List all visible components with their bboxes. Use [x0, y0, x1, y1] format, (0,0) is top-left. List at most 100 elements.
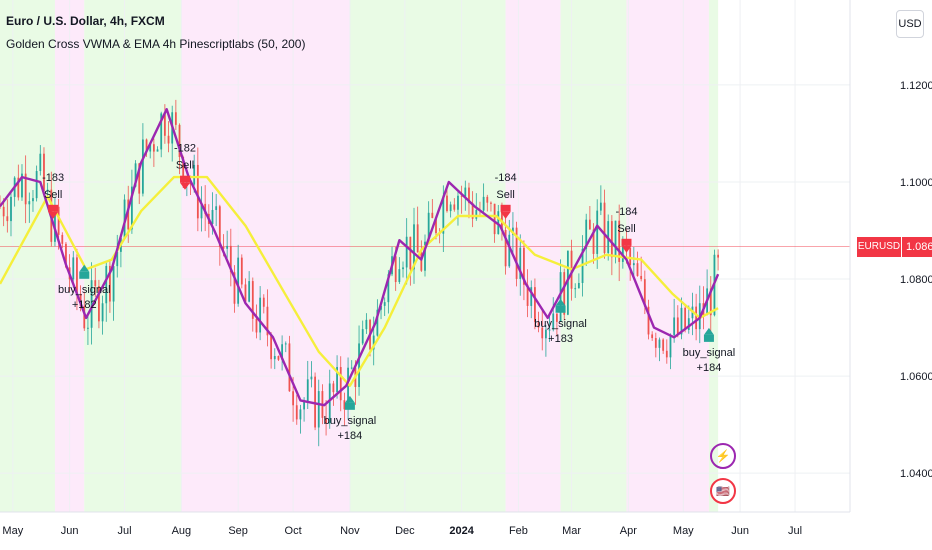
x-tick-label: Sep — [228, 525, 248, 537]
candle-body — [475, 209, 478, 219]
buy-marker-arrow — [344, 395, 355, 403]
candle-body — [200, 203, 203, 219]
buy-amount-label: +183 — [548, 333, 573, 345]
candle-body — [130, 186, 133, 230]
candle-body — [138, 163, 141, 194]
sell-marker-arrow — [180, 182, 191, 190]
candle-body — [28, 201, 31, 205]
candle-body — [167, 135, 170, 144]
candle-body — [325, 417, 327, 424]
flag-icon[interactable]: 🇺🇸 — [710, 478, 737, 504]
series-layer — [0, 107, 720, 407]
x-tick-label: Feb — [509, 525, 528, 537]
candle-body — [387, 274, 390, 303]
candle-body — [618, 220, 621, 262]
candle-body — [35, 171, 38, 199]
candle-body — [196, 164, 199, 219]
candle-body — [229, 245, 232, 273]
sell-amount-label: -182 — [174, 143, 196, 155]
candle-body — [72, 257, 75, 280]
candle-body — [640, 275, 643, 280]
symbol-tag: EURUSD — [857, 236, 901, 257]
sell-marker — [180, 175, 191, 183]
buy-marker — [344, 402, 355, 410]
candle-body — [497, 211, 500, 235]
candle-body — [493, 203, 496, 235]
candle-body — [453, 204, 456, 210]
sell-label: Sell — [44, 189, 62, 201]
candle-body — [54, 206, 56, 242]
candle-body — [215, 206, 218, 210]
price-tag: 1.08670 — [902, 236, 932, 257]
candle-body — [658, 339, 661, 348]
candle-body — [189, 182, 192, 185]
regime-band — [84, 0, 182, 512]
indicator-label[interactable]: Golden Cross VWMA & EMA 4h Pinescriptlab… — [6, 37, 306, 51]
candle-body — [218, 206, 221, 247]
candle-body — [270, 335, 273, 360]
candle-body — [676, 317, 679, 335]
candle-body — [610, 221, 613, 258]
candle-body — [409, 236, 412, 270]
candle-body — [39, 153, 42, 172]
candle-body — [87, 327, 89, 329]
candle-body — [222, 246, 225, 249]
candle-body — [424, 241, 426, 271]
buy-amount-label: +182 — [72, 299, 97, 311]
regime-band — [708, 0, 719, 512]
candle-body — [632, 263, 635, 266]
sell-amount-label: -184 — [615, 206, 637, 218]
candle-body — [508, 234, 511, 267]
candle-body — [288, 343, 291, 392]
currency-button[interactable]: USD — [896, 10, 924, 38]
candle-body — [193, 164, 196, 185]
regime-band — [626, 0, 709, 512]
candle-body — [574, 288, 577, 290]
candle-body — [651, 334, 654, 339]
candle-body — [255, 318, 258, 333]
candle-body — [545, 329, 547, 339]
candle-body — [416, 224, 419, 253]
candle-body — [519, 247, 522, 279]
candle-body — [515, 227, 518, 279]
candle-body — [460, 195, 463, 197]
x-tick-label: May — [2, 525, 23, 537]
candle-body — [398, 269, 401, 283]
candle-body — [259, 297, 262, 333]
candle-body — [669, 334, 672, 358]
candle-body — [592, 229, 595, 254]
x-tick-label: Nov — [340, 525, 360, 537]
candle-body — [266, 306, 269, 336]
candle-body — [174, 112, 177, 125]
candle-body — [262, 297, 265, 307]
price-tag-value: 1.08670 — [906, 240, 932, 253]
candle-body — [336, 367, 338, 393]
buy-marker-arrow — [703, 327, 714, 335]
candle-body — [145, 139, 148, 152]
candle-body — [563, 272, 566, 315]
candle-body — [237, 257, 240, 304]
candle-body — [427, 212, 430, 242]
sell-label: Sell — [496, 189, 514, 201]
candle-body — [680, 307, 683, 335]
candle-body — [343, 400, 346, 410]
candle-body — [248, 281, 251, 302]
candle-body — [328, 383, 331, 424]
x-axis: May Jun Jul Aug Sep Oct Nov Dec 2024 Feb Mar Apr May… — [0, 511, 850, 550]
candle-body — [585, 219, 588, 249]
candle-body — [83, 306, 86, 329]
regime-band — [349, 0, 506, 512]
candle-body — [90, 280, 93, 328]
buy-marker — [79, 271, 90, 279]
candle-body — [361, 329, 364, 344]
candle-body — [709, 288, 712, 316]
buy-marker-arrow — [555, 298, 566, 306]
flash-icon[interactable]: ⚡ — [710, 443, 737, 469]
sell-label: Sell — [176, 160, 194, 172]
candle-body — [405, 236, 408, 268]
candle-body — [394, 256, 397, 283]
candle-body — [534, 287, 536, 322]
candle-body — [277, 356, 280, 360]
candle-body — [431, 212, 434, 219]
